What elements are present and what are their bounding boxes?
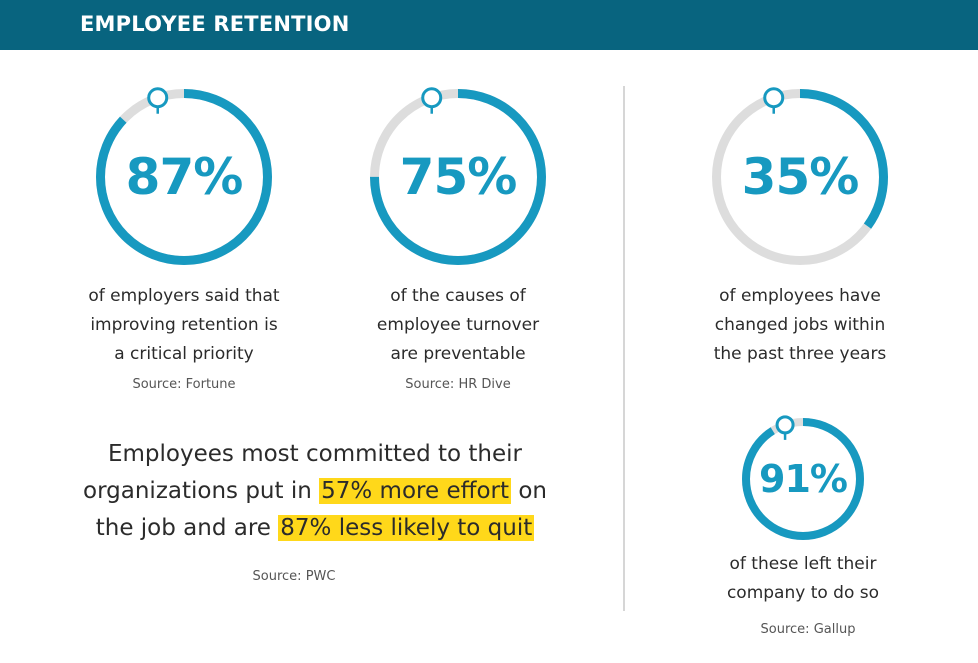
stat-source-4: Source: Gallup <box>760 622 856 637</box>
stat-caption-1: of employers said that improving retenti… <box>44 282 324 369</box>
caption-line: a critical priority <box>114 344 254 364</box>
stat-ring-3: 35% <box>712 87 888 265</box>
stat-caption-3: of employees have changed jobs within th… <box>660 282 940 369</box>
stat-caption-4: of these left their company to do so <box>668 550 938 608</box>
stat-ring-4: 91% <box>742 415 864 540</box>
caption-line: improving retention is <box>90 315 278 335</box>
ring-progress-arc <box>96 89 272 265</box>
pin-marker-icon <box>147 87 169 109</box>
ring-progress-arc <box>370 89 546 265</box>
pin-marker-icon <box>421 87 443 109</box>
caption-line: are preventable <box>390 344 526 364</box>
caption-line: of employees have <box>719 286 881 306</box>
quote-text: organizations put in <box>83 478 312 504</box>
caption-line: the past three years <box>713 344 887 364</box>
stat-ring-1: 87% <box>96 87 272 265</box>
stat-value: 91% <box>759 457 848 501</box>
pin-marker-icon <box>763 87 785 109</box>
highlight-more-effort: 57% more effort <box>319 478 511 504</box>
stat-caption-2: of the causes of employee turnover are p… <box>318 282 598 369</box>
caption-line: of employers said that <box>88 286 280 306</box>
stat-source-1: Source: Fortune <box>132 377 236 392</box>
quote-text: the job and are <box>95 515 271 541</box>
quote-source: Source: PWC <box>252 569 336 584</box>
vertical-divider <box>623 86 625 611</box>
caption-line: changed jobs within <box>714 315 886 335</box>
ring-progress-arc <box>742 418 864 540</box>
quote-line: Employees most committed to their <box>108 441 522 467</box>
stat-value: 35% <box>741 148 860 206</box>
progress-ring <box>96 87 272 265</box>
quote-line: the job and are 87% less likely to quit <box>40 510 590 547</box>
stat-value: 75% <box>399 148 518 206</box>
stat-source-2: Source: HR Dive <box>405 377 511 392</box>
ring-progress-arc <box>712 89 888 265</box>
caption-line: of the causes of <box>390 286 526 306</box>
highlight-less-likely: 87% less likely to quit <box>278 515 535 541</box>
quote-line: organizations put in 57% more effort on <box>40 473 590 510</box>
progress-ring <box>742 415 864 540</box>
quote-block: Employees most committed to their organi… <box>40 436 590 547</box>
stat-ring-2: 75% <box>370 87 546 265</box>
quote-text: on <box>518 478 547 504</box>
caption-line: of these left their <box>729 554 877 574</box>
pin-marker-icon <box>775 415 795 435</box>
caption-line: company to do so <box>726 583 880 603</box>
stat-value: 87% <box>125 148 244 206</box>
page-title: EMPLOYEE RETENTION <box>80 12 350 36</box>
caption-line: employee turnover <box>376 315 540 335</box>
progress-ring <box>370 87 546 265</box>
progress-ring <box>712 87 888 265</box>
header-bar: EMPLOYEE RETENTION <box>0 0 978 50</box>
